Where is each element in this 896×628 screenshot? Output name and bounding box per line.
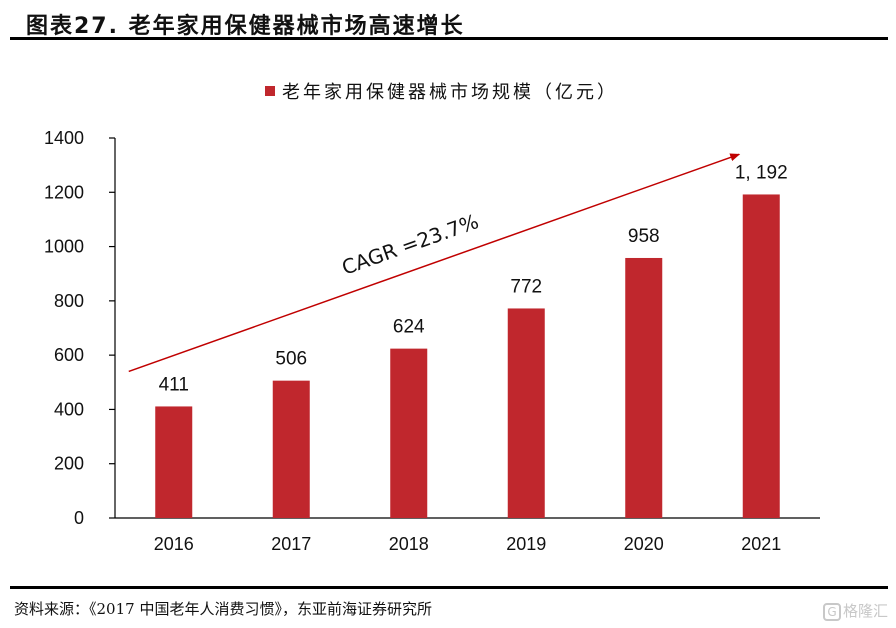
x-axis: 2016 2017 2018 2019 2020 2021 bbox=[115, 517, 820, 554]
y-tick-label: 1400 bbox=[44, 128, 84, 148]
y-tick-label: 1000 bbox=[44, 237, 84, 257]
bars bbox=[155, 194, 780, 518]
y-tick-label: 1200 bbox=[44, 182, 84, 202]
bar-2019 bbox=[507, 308, 545, 518]
legend-swatch bbox=[265, 86, 275, 96]
cagr-arrow bbox=[128, 153, 741, 373]
x-tick-label: 2019 bbox=[506, 534, 546, 554]
data-labels: 411 506 624 772 958 1, 192 bbox=[159, 162, 788, 395]
chart-title: 图表27. 老年家用保健器械市场高速增长 bbox=[26, 14, 465, 39]
data-label-2016: 411 bbox=[159, 374, 189, 395]
data-label-2018: 624 bbox=[393, 317, 425, 338]
x-tick-label: 2020 bbox=[624, 534, 664, 554]
bar-2021 bbox=[742, 194, 780, 518]
x-tick-label: 2021 bbox=[741, 534, 781, 554]
x-tick-label: 2018 bbox=[389, 534, 429, 554]
watermark-text: 格隆汇 bbox=[842, 602, 888, 620]
y-tick-label: 200 bbox=[54, 454, 84, 474]
data-label-2017: 506 bbox=[275, 349, 307, 370]
bar-2017 bbox=[272, 380, 310, 518]
y-tick-label: 800 bbox=[54, 291, 84, 311]
cagr-label: CAGR =23.7% bbox=[339, 209, 482, 280]
data-label-2021: 1, 192 bbox=[735, 162, 788, 183]
x-tick-label: 2017 bbox=[271, 534, 311, 554]
legend-label: 老年家用保健器械市场规模（亿元） bbox=[282, 82, 618, 103]
data-label-2020: 958 bbox=[628, 226, 660, 247]
legend: 老年家用保健器械市场规模（亿元） bbox=[265, 82, 618, 103]
x-tick-label: 2016 bbox=[154, 534, 194, 554]
watermark: G 格隆汇 bbox=[822, 600, 888, 621]
bar-2018 bbox=[390, 348, 428, 518]
y-tick-label: 600 bbox=[54, 345, 84, 365]
bottom-divider bbox=[10, 586, 888, 589]
top-divider bbox=[10, 37, 888, 40]
watermark-logo-icon: G bbox=[822, 602, 841, 621]
y-axis: 0 200 400 600 800 1000 1200 1400 bbox=[44, 128, 116, 528]
y-tick-label: 400 bbox=[54, 399, 84, 419]
bar-2016 bbox=[155, 406, 193, 518]
bar-2020 bbox=[625, 257, 663, 518]
data-label-2019: 772 bbox=[510, 276, 542, 297]
source-note: 资料来源：《2017 中国老年人消费习惯》，东亚前海证券研究所 bbox=[14, 600, 432, 618]
y-tick-label: 0 bbox=[74, 508, 84, 528]
